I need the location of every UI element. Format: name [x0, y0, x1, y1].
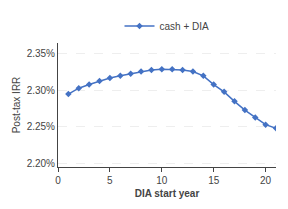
svg-text:Post-tax IRR: Post-tax IRR	[11, 77, 22, 134]
svg-text:5: 5	[107, 175, 113, 186]
svg-text:2.35%: 2.35%	[27, 48, 55, 59]
svg-text:2.30%: 2.30%	[27, 85, 55, 96]
svg-text:2.25%: 2.25%	[27, 121, 55, 132]
svg-text:2.20%: 2.20%	[27, 158, 55, 169]
svg-text:20: 20	[260, 175, 272, 186]
svg-text:0: 0	[55, 175, 61, 186]
svg-text:15: 15	[208, 175, 220, 186]
svg-text:cash + DIA: cash + DIA	[160, 21, 210, 32]
svg-text:DIA start year: DIA start year	[135, 188, 200, 199]
svg-text:10: 10	[156, 175, 168, 186]
